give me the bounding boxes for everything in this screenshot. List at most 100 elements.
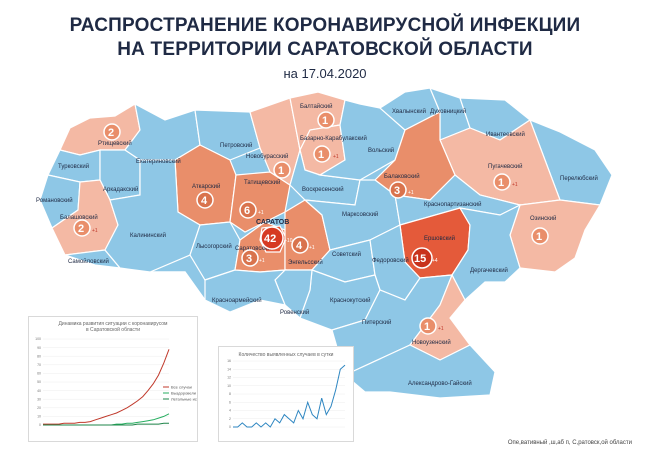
label-ekaterinovsky: Екатериновский <box>136 158 181 165</box>
case-delta: +1 <box>438 326 444 332</box>
series-line <box>233 364 346 428</box>
district-ozinsky[interactable] <box>509 199 601 273</box>
page-title: РАСПРОСТРАНЕНИЕ КОРОНАВИРУСНОЙ ИНФЕКЦИИ … <box>0 14 650 62</box>
series-line <box>43 349 170 425</box>
case-count: 2 <box>108 127 114 139</box>
y-tick-label: 10 <box>227 384 231 388</box>
marker-circle <box>239 201 257 219</box>
y-tick-label: 50 <box>37 380 41 384</box>
legend-label: Выздоровели <box>171 390 196 395</box>
marker-circle <box>531 227 549 245</box>
marker-pugachevsky: 1 +1 <box>493 173 518 191</box>
title-line-1: РАСПРОСТРАНЕНИЕ КОРОНАВИРУСНОЙ ИНФЕКЦИИ <box>69 15 581 36</box>
label-rovensky: Ровенский <box>280 309 309 316</box>
y-tick-label: 70 <box>37 363 41 367</box>
case-count: 6 <box>244 205 250 217</box>
legend-label: Все случаи <box>171 384 192 389</box>
case-count: 42 <box>264 233 276 245</box>
y-tick-label: 12 <box>227 376 231 380</box>
case-count: 3 <box>246 253 252 265</box>
case-count: 4 <box>296 240 303 252</box>
marker-circle <box>389 181 407 199</box>
label-novouzensky: Новоузенский <box>412 339 451 346</box>
y-tick-label: 90 <box>37 346 41 350</box>
daily-chart-title: Количество выявленных случаев в сутки <box>238 352 334 358</box>
label-perelyubsky: Перелюбский <box>560 175 598 182</box>
marker-rtishevsky: 2 <box>103 123 121 141</box>
marker-circle <box>411 247 433 269</box>
case-count: 1 <box>318 149 324 161</box>
marker-ozinsky: 1 <box>531 227 549 245</box>
label-saratov: САРАТОВ <box>256 219 289 226</box>
marker-ershovsky: 15 +4 <box>411 247 438 269</box>
dynamics-title-line-2: в Саратовской области <box>86 327 140 333</box>
marker-circle <box>241 249 259 267</box>
y-tick-label: 16 <box>227 359 231 363</box>
source-footer: Опе,вативный ,ш,аб п, С,ратовск,ой облас… <box>507 440 632 446</box>
label-bazarno-karabulaksky: Базарно-Карабулакский <box>300 135 367 142</box>
label-ershovsky: Ершовский <box>424 235 455 242</box>
y-tick-label: 100 <box>35 337 41 341</box>
label-saratovsky: Саратовский <box>235 245 271 252</box>
label-krasnoarmeysky: Красноармейский <box>212 297 262 304</box>
case-delta: +1 <box>259 258 265 264</box>
district-petrovsky[interactable] <box>194 109 261 161</box>
label-pugachevsky: Пугачевский <box>488 163 523 170</box>
label-pitersky: Питерский <box>362 319 391 326</box>
label-krasnokutsky: Краснокутский <box>330 297 371 304</box>
label-tatishchevsky: Татищевский <box>244 179 280 186</box>
label-lysogorsky: Лысогорский <box>196 243 232 250</box>
marker-bazarno-karabulaksky: 1 +1 <box>313 145 339 163</box>
case-delta: +1 <box>408 190 414 196</box>
marker-saratov: 42 +10 <box>260 226 293 250</box>
marker-circle <box>260 226 284 250</box>
label-voskresensky: Воскресенский <box>302 186 344 193</box>
y-tick-label: 2 <box>229 417 231 421</box>
case-delta: +1 <box>92 228 98 234</box>
marker-circle <box>273 161 291 179</box>
dynamics-title-line-1: Динамика развития ситуации с коронавирус… <box>58 321 168 327</box>
case-count: 1 <box>278 165 284 177</box>
case-delta: +10 <box>284 238 293 244</box>
marker-tatishchevsky: 6 +1 <box>239 201 264 219</box>
marker-circle <box>317 111 335 129</box>
y-tick-label: 4 <box>229 409 231 413</box>
district-aleksandrovo-gaysky[interactable] <box>343 344 496 399</box>
case-count: 15 <box>414 253 426 265</box>
label-petrovsky: Петровский <box>220 142 252 149</box>
district-krasnoarmeysky[interactable] <box>204 269 287 313</box>
label-dergachevsky: Дергачевский <box>470 267 508 274</box>
y-tick-label: 10 <box>37 415 41 419</box>
label-sovetsky: Советский <box>332 251 361 258</box>
case-count: 4 <box>201 195 208 207</box>
marker-circle <box>196 191 214 209</box>
legend-label: Летальные исходы <box>171 396 197 401</box>
district-kalininsky[interactable] <box>104 159 201 273</box>
case-count: 1 <box>536 231 542 243</box>
district-volsky[interactable] <box>318 99 406 181</box>
district-dergachevsky[interactable] <box>451 203 522 301</box>
case-delta: +1 <box>258 210 264 216</box>
label-kalininsky: Калининский <box>130 232 166 239</box>
y-tick-label: 8 <box>229 392 231 396</box>
marker-circle <box>291 236 309 254</box>
y-tick-label: 14 <box>227 367 231 371</box>
y-tick-label: 6 <box>229 400 231 404</box>
case-delta: +1 <box>512 182 518 188</box>
series-line <box>43 422 169 426</box>
y-tick-label: 0 <box>39 423 41 427</box>
label-krasnopartizansky: Краснопартизанский <box>424 201 481 208</box>
label-rtishevsky: Ртищевский <box>98 140 132 147</box>
label-samoylovsky: Самойловский <box>68 258 109 265</box>
label-volsky: Вольский <box>368 147 394 154</box>
label-marksovsky: Марксовский <box>342 211 378 218</box>
case-delta: +4 <box>432 258 438 264</box>
label-ivanteevsky: Ивантеевский <box>486 131 525 138</box>
daily-cases-chart-panel: Количество выявленных случаев в сутки 16… <box>218 346 354 442</box>
label-romanovsky: Романовский <box>36 197 73 204</box>
y-tick-label: 80 <box>37 354 41 358</box>
marker-balashovsky: 2 +1 <box>73 219 98 237</box>
title-line-2: НА ТЕРРИТОРИИ САРАТОВСКОЙ ОБЛАСТИ <box>117 39 533 60</box>
